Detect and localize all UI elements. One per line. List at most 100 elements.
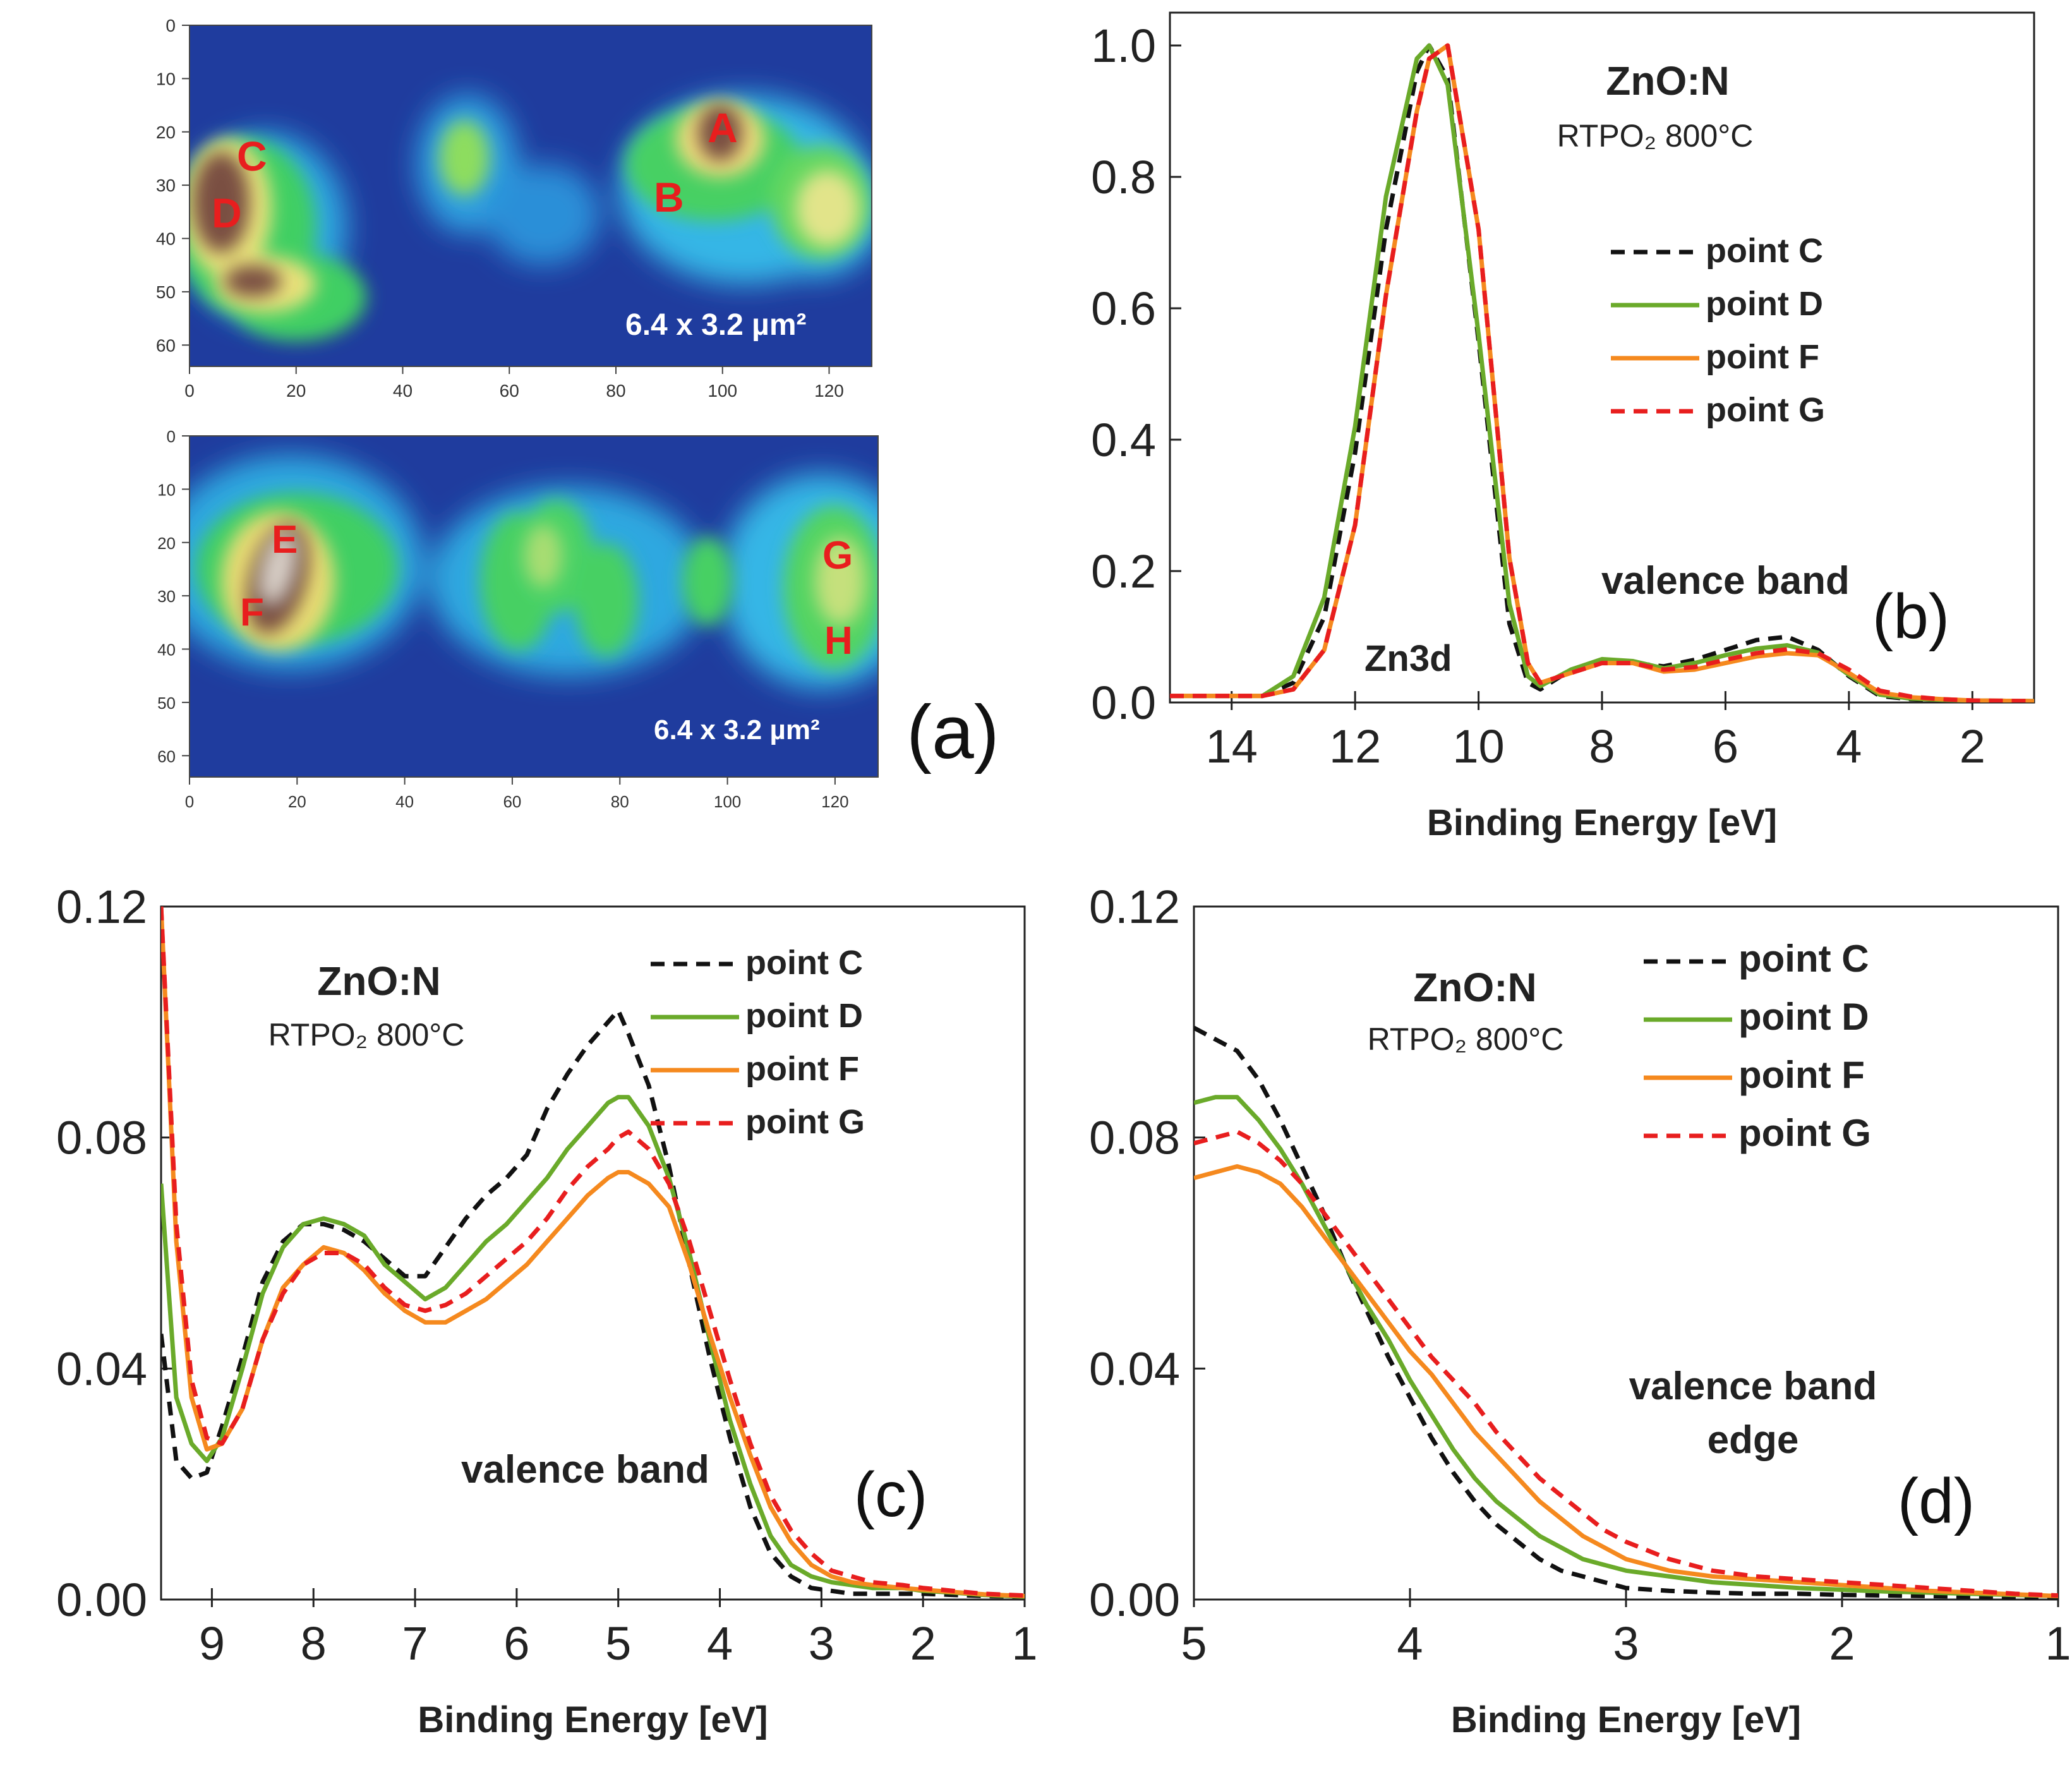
panel-label: (c) xyxy=(854,1459,928,1530)
map-bottom-ytick-label: 60 xyxy=(157,747,176,766)
map-point-D: D xyxy=(212,190,242,236)
map-top-ytick-label: 10 xyxy=(156,69,176,88)
chart-b: 14 12 10 8 6 4 2 0.0 0.2 0.4 0.6 0.8 1.0 Binding Ener… xyxy=(1091,11,2035,843)
series-group xyxy=(1194,1025,2058,1600)
x-tick-label: 3 xyxy=(809,1617,834,1670)
y-tick-label: 0.08 xyxy=(1089,1112,1180,1164)
map-top-axes: 0 20 40 60 80 100 120 0 10 20 30 40 50 60 xyxy=(156,16,844,401)
map-bottom-xtick-label: 0 xyxy=(185,792,194,811)
x-tick-label: 9 xyxy=(199,1617,225,1670)
map-top-xtick-label: 80 xyxy=(606,381,625,401)
series-line-point-d xyxy=(161,1095,1025,1599)
series-group xyxy=(1170,43,2034,702)
map-top-ytick-label: 60 xyxy=(156,335,176,355)
legend-label: point C xyxy=(745,944,863,982)
legend-label: point D xyxy=(1706,285,1823,323)
x-tick-label: 1 xyxy=(1011,1617,1037,1670)
x-tick-label: 12 xyxy=(1329,720,1381,773)
map-point-C: C xyxy=(237,133,267,179)
x-tick-label: 6 xyxy=(1713,720,1738,773)
chart-title: ZnO:N xyxy=(1606,58,1730,104)
map-top-xtick-label: 20 xyxy=(286,381,306,401)
chart-c: 9 8 7 6 5 4 3 2 1 0.00 0.04 0.08 0.12 Binding Energy … xyxy=(56,881,1038,1740)
legend-label: point F xyxy=(745,1050,859,1088)
map-bottom-ytick-label: 40 xyxy=(157,641,176,660)
y-tick-label: 0.08 xyxy=(56,1112,147,1164)
x-tick-label: 10 xyxy=(1452,720,1504,773)
chart-subtitle: RTPO₂ 800°C xyxy=(1557,118,1754,154)
plot-frame xyxy=(160,905,1026,1601)
map-bottom-xtick-label: 80 xyxy=(611,792,629,811)
y-tick-label: 0.2 xyxy=(1091,545,1156,598)
map-top-xtick-label: 60 xyxy=(500,381,519,401)
map-top-ytick-label: 40 xyxy=(156,229,176,249)
chart-subtitle: RTPO₂ 800°C xyxy=(1368,1022,1564,1057)
map-top: 0 20 40 60 80 100 120 0 10 20 30 40 50 60 6.4 x 3.2 µ… xyxy=(156,16,872,401)
map-bottom-xtick-label: 120 xyxy=(821,792,848,811)
legend-label: point F xyxy=(1738,1054,1865,1096)
map-bottom-ytick-label: 10 xyxy=(157,480,176,499)
y-tick-label: 0.0 xyxy=(1091,677,1156,729)
legend-label: point C xyxy=(1706,232,1823,270)
y-tick-label: 0.4 xyxy=(1091,414,1156,466)
map-top-xtick-label: 100 xyxy=(708,381,737,401)
x-tick-label: 7 xyxy=(402,1617,428,1670)
legend-label: point D xyxy=(1738,996,1869,1038)
x-tick-label: 4 xyxy=(707,1617,733,1670)
legend-label: point G xyxy=(1738,1112,1871,1154)
series-group xyxy=(161,907,1025,1599)
y-tick-label: 0.12 xyxy=(56,881,147,933)
map-bottom-ytick-label: 30 xyxy=(157,587,176,606)
x-tick-label: 2 xyxy=(1829,1617,1855,1670)
y-tick-label: 0.00 xyxy=(1089,1574,1180,1626)
y-tick-label: 0.04 xyxy=(1089,1342,1180,1395)
legend-label: point D xyxy=(745,997,863,1035)
annotation: valence band xyxy=(1601,559,1850,603)
y-tick-label: 0.04 xyxy=(56,1342,147,1395)
map-bottom-ytick-label: 20 xyxy=(157,534,176,553)
map-point-E: E xyxy=(272,518,298,562)
x-tick-label: 6 xyxy=(503,1617,529,1670)
map-point-F: F xyxy=(240,591,264,634)
x-tick-label: 5 xyxy=(605,1617,631,1670)
legend-label: point G xyxy=(1706,391,1825,429)
x-tick-label: 3 xyxy=(1613,1617,1639,1670)
x-tick-label: 14 xyxy=(1206,720,1258,773)
map-point-A: A xyxy=(708,104,738,151)
x-tick-label: 1 xyxy=(2045,1617,2071,1670)
map-bottom-xtick-label: 20 xyxy=(288,792,306,811)
x-tick-label: 5 xyxy=(1181,1617,1207,1670)
map-point-G: G xyxy=(822,534,853,577)
map-bottom-ytick-label: 0 xyxy=(167,427,176,446)
series-line-point-g xyxy=(161,907,1025,1598)
map-point-B: B xyxy=(654,174,684,220)
x-tick-label: 2 xyxy=(1960,720,1985,773)
chart-subtitle: RTPO₂ 800°C xyxy=(268,1017,465,1052)
map-bottom: 0 20 40 60 80 100 120 0 10 20 30 40 50 60 6.4 x 3.2 µ… xyxy=(157,427,879,811)
x-axis-label: Binding Energy [eV] xyxy=(418,1699,768,1740)
x-tick-label: 2 xyxy=(910,1617,936,1670)
y-tick-label: 0.12 xyxy=(1089,881,1180,933)
series-line-point-f xyxy=(161,907,1025,1598)
annotation: valence band xyxy=(461,1448,709,1492)
annotation: edge xyxy=(1708,1418,1799,1462)
panel-a-label: (a) xyxy=(906,690,999,774)
y-tick-label: 0.6 xyxy=(1091,282,1156,335)
series-line-point-c xyxy=(1194,1025,2058,1600)
series-line-point-c xyxy=(161,1008,1025,1599)
map-top-ytick-label: 20 xyxy=(156,123,176,142)
x-tick-label: 4 xyxy=(1397,1617,1423,1670)
map-bottom-scale: 6.4 x 3.2 µm² xyxy=(654,714,820,745)
map-top-ytick-label: 30 xyxy=(156,176,176,195)
chart-d: 5 4 3 2 1 0.00 0.04 0.08 0.12 Binding Energy [eV]… xyxy=(1089,881,2071,1740)
map-top-xtick-label: 40 xyxy=(393,381,413,401)
annotation: Zn3d xyxy=(1364,638,1452,679)
map-top-xtick-label: 120 xyxy=(814,381,844,401)
y-tick-label: 1.0 xyxy=(1091,20,1156,72)
map-bottom-xtick-label: 100 xyxy=(714,792,741,811)
x-tick-label: 8 xyxy=(1589,720,1615,773)
